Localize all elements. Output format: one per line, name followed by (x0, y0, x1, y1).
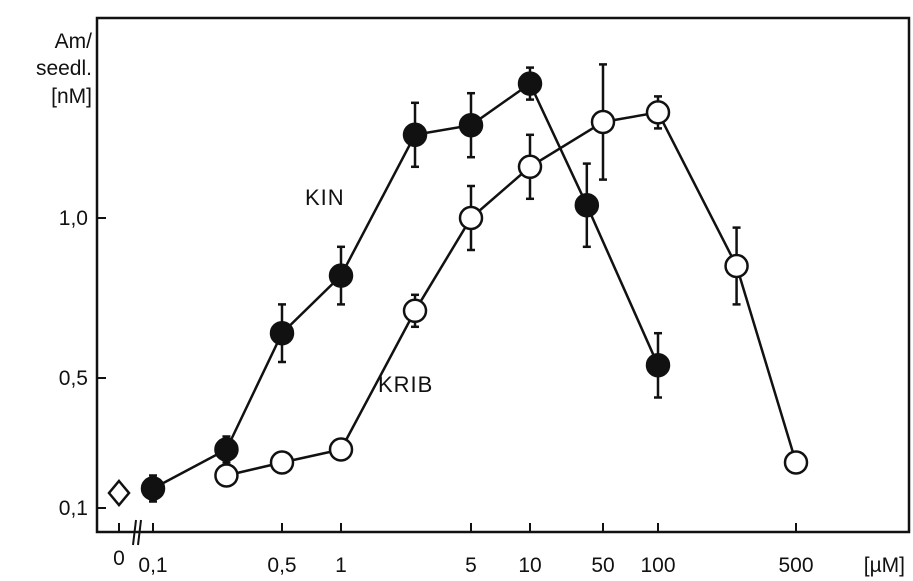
data-point (269, 320, 295, 346)
y-axis-label-line: Am/ (55, 30, 93, 53)
x-tick-label: 10 (518, 554, 541, 577)
data-point (517, 71, 543, 96)
series-krib (214, 63, 809, 488)
series-kin (140, 66, 671, 503)
series-layer (140, 63, 809, 503)
x-tick-label: 0,1 (138, 554, 167, 577)
x-tick-label: 0,5 (267, 554, 296, 577)
data-point (590, 109, 616, 135)
y-axis-ticks: 0,1 0,5 1,0 (59, 207, 106, 520)
y-axis-label-line: [nM] (51, 85, 92, 108)
series-labels: KIN KRIB (305, 185, 433, 397)
data-point (645, 352, 671, 378)
plot-frame (95, 16, 911, 534)
x-tick-label: 100 (640, 554, 675, 577)
series-label-krib: KRIB (378, 372, 433, 397)
data-point (328, 437, 354, 462)
series-label-kin: KIN (305, 185, 345, 210)
x-tick-label: 5 (465, 554, 477, 577)
y-axis-label: Am/seedl. [nM] (36, 30, 92, 108)
data-point (402, 298, 428, 324)
data-point (214, 437, 239, 462)
data-point (140, 476, 166, 501)
x-tick-label: 500 (778, 554, 813, 577)
data-point (328, 263, 354, 288)
x-axis-ticks: 0 0,1 0,5 1 5 10 50 100 500 [µM] (113, 523, 905, 577)
data-point (783, 450, 809, 475)
data-point (574, 192, 600, 218)
x-tick-label: 50 (591, 554, 614, 577)
series-line (152, 81, 660, 490)
control-layer (107, 479, 131, 507)
axis-break-stroke (137, 519, 142, 546)
data-point (214, 463, 239, 488)
data-point (402, 122, 428, 148)
data-point (458, 205, 484, 231)
y-tick-label: 0,5 (59, 367, 88, 390)
x-axis-label: [µM] (864, 554, 905, 577)
data-point (458, 112, 484, 138)
y-axis-label-line: seedl. (36, 57, 92, 80)
data-point (724, 253, 749, 279)
x-axis-break (132, 519, 142, 546)
data-point (645, 100, 671, 125)
series-line (226, 111, 798, 477)
x-tick-label: 1 (335, 554, 347, 577)
y-tick-label: 0,1 (59, 497, 88, 520)
control-point-diamond (107, 479, 131, 507)
data-point (517, 154, 543, 180)
x-tick-label: 0 (113, 547, 125, 570)
axis-break-stroke (132, 519, 137, 546)
data-point (269, 450, 295, 475)
y-tick-label: 1,0 (59, 207, 88, 230)
